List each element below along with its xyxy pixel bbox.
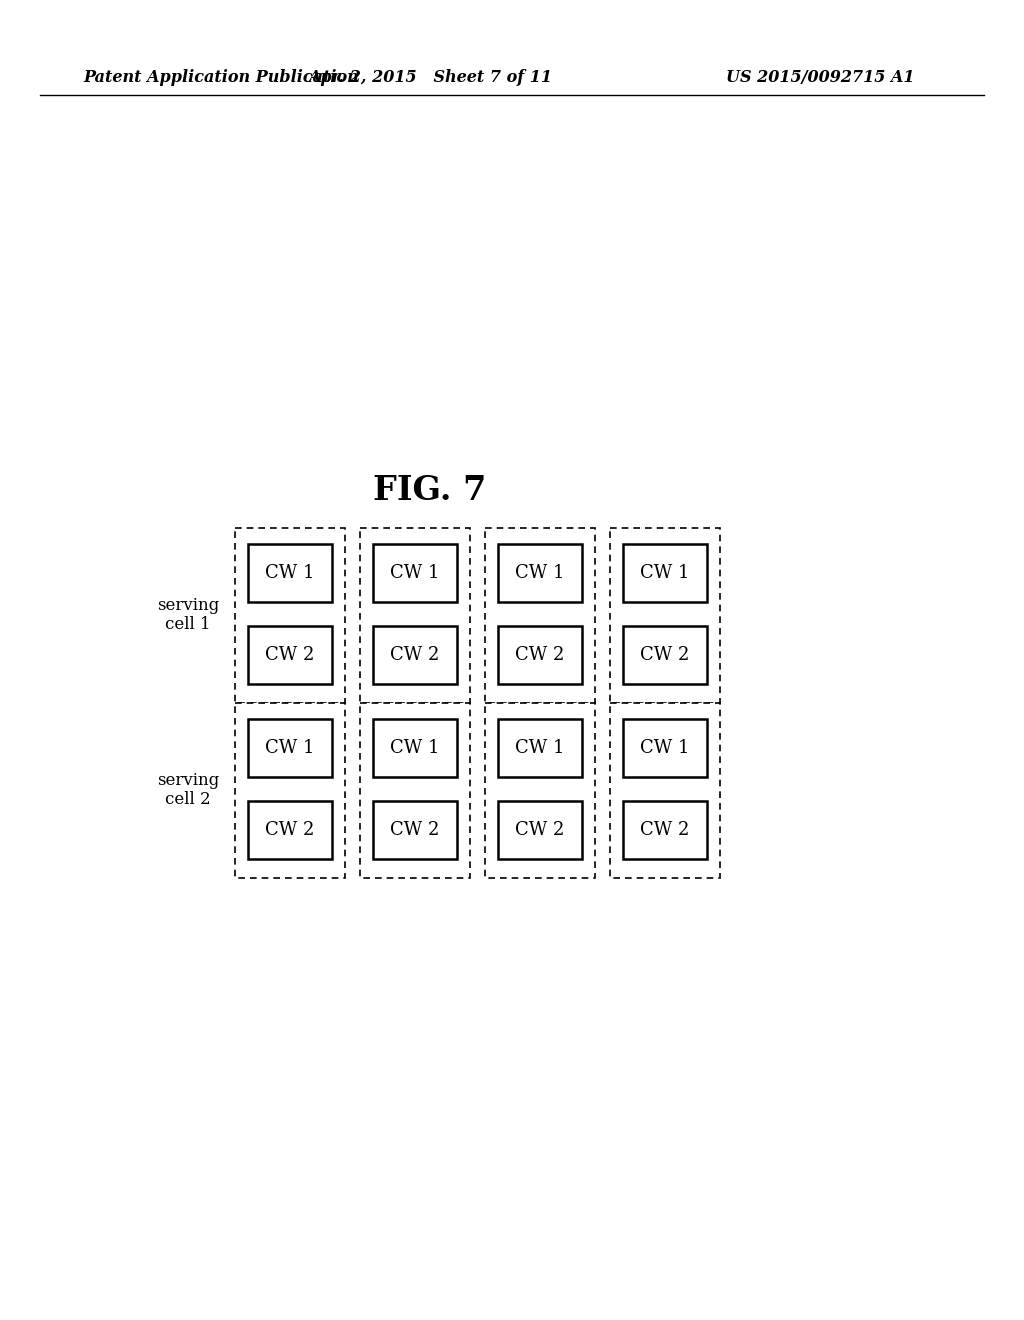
Text: CW 2: CW 2 xyxy=(640,645,690,664)
Text: CW 1: CW 1 xyxy=(390,739,439,756)
Bar xyxy=(610,702,720,878)
Bar xyxy=(485,702,595,878)
Text: CW 1: CW 1 xyxy=(640,739,690,756)
Text: CW 1: CW 1 xyxy=(515,564,565,582)
Text: serving
cell 1: serving cell 1 xyxy=(157,597,219,634)
Bar xyxy=(485,528,595,702)
Text: FIG. 7: FIG. 7 xyxy=(374,474,486,507)
Bar xyxy=(360,702,470,878)
Bar xyxy=(234,528,345,702)
Bar xyxy=(373,719,457,777)
Bar xyxy=(623,544,707,602)
Bar xyxy=(373,544,457,602)
Bar xyxy=(498,544,582,602)
Bar xyxy=(248,626,332,684)
Bar xyxy=(248,801,332,859)
Text: CW 1: CW 1 xyxy=(265,739,314,756)
Text: CW 1: CW 1 xyxy=(640,564,690,582)
Text: CW 2: CW 2 xyxy=(390,645,439,664)
Text: CW 1: CW 1 xyxy=(390,564,439,582)
Text: CW 1: CW 1 xyxy=(515,739,565,756)
Bar xyxy=(498,719,582,777)
Bar xyxy=(498,626,582,684)
Bar xyxy=(623,626,707,684)
Bar xyxy=(373,801,457,859)
Bar xyxy=(623,719,707,777)
Bar xyxy=(248,719,332,777)
Bar xyxy=(234,702,345,878)
Text: Apr. 2, 2015   Sheet 7 of 11: Apr. 2, 2015 Sheet 7 of 11 xyxy=(308,70,552,87)
Text: CW 2: CW 2 xyxy=(390,821,439,840)
Bar xyxy=(623,801,707,859)
Text: CW 2: CW 2 xyxy=(265,821,314,840)
Text: CW 2: CW 2 xyxy=(515,645,564,664)
Text: CW 2: CW 2 xyxy=(640,821,690,840)
Bar xyxy=(610,528,720,702)
Bar xyxy=(248,544,332,602)
Text: serving
cell 2: serving cell 2 xyxy=(157,772,219,808)
Bar xyxy=(498,801,582,859)
Bar xyxy=(360,528,470,702)
Bar xyxy=(373,626,457,684)
Text: US 2015/0092715 A1: US 2015/0092715 A1 xyxy=(726,70,914,87)
Text: CW 1: CW 1 xyxy=(265,564,314,582)
Text: CW 2: CW 2 xyxy=(515,821,564,840)
Text: Patent Application Publication: Patent Application Publication xyxy=(83,70,358,87)
Text: CW 2: CW 2 xyxy=(265,645,314,664)
